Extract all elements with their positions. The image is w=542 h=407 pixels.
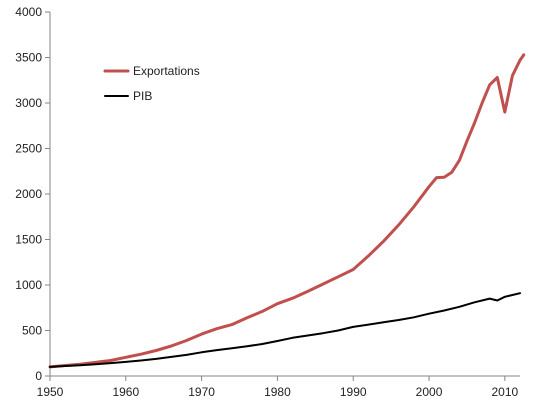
y-tick-label: 3000 xyxy=(15,96,42,110)
y-tick-label: 3500 xyxy=(15,51,42,65)
x-tick-label: 2010 xyxy=(491,385,518,399)
y-tick-label: 0 xyxy=(35,369,42,383)
x-tick-label: 1950 xyxy=(37,385,64,399)
x-tick-label: 1970 xyxy=(188,385,215,399)
y-tick-label: 2000 xyxy=(15,187,42,201)
series-line-pib xyxy=(49,292,521,368)
axes: 0 500 1000 1500 2000 2500 3000 3500 4000 1950 1960… xyxy=(15,5,520,399)
x-tick-label: 1980 xyxy=(264,385,291,399)
y-tick-label: 2500 xyxy=(15,142,42,156)
legend: Exportations PIB xyxy=(103,64,200,103)
x-tick-label: 1990 xyxy=(340,385,367,399)
x-tick-label: 2000 xyxy=(416,385,443,399)
y-tick-label: 1000 xyxy=(15,278,42,292)
series-layer xyxy=(48,53,526,369)
series-line-exportations xyxy=(48,53,526,369)
legend-label-pib: PIB xyxy=(133,89,152,103)
y-tick-label: 1500 xyxy=(15,233,42,247)
legend-label-exportations: Exportations xyxy=(133,64,200,78)
x-tick-label: 1960 xyxy=(112,385,139,399)
y-tick-label: 4000 xyxy=(15,5,42,19)
y-tick-label: 500 xyxy=(22,324,42,338)
